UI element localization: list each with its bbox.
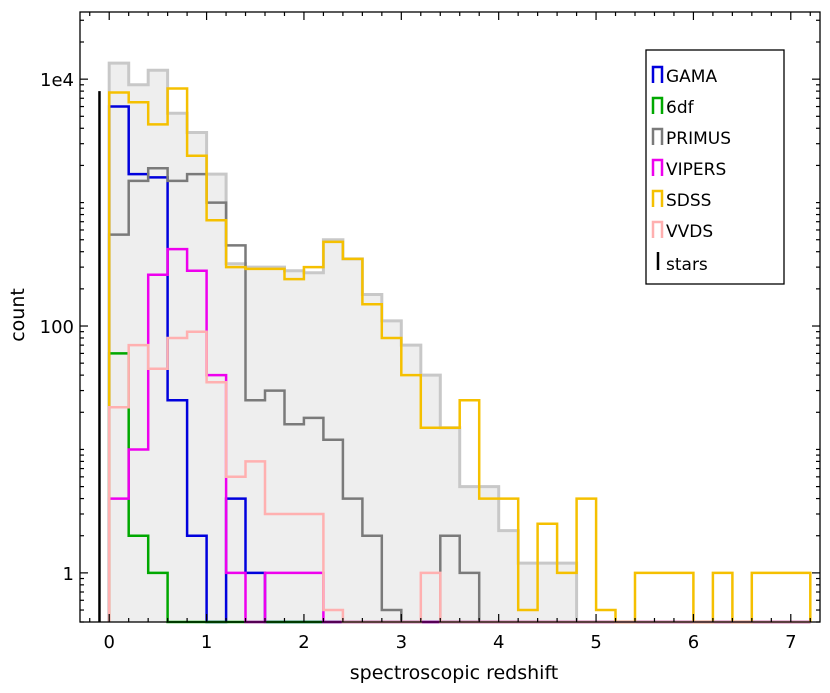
legend-vvds: VVDS [651, 220, 713, 242]
legend-vvds-label: VVDS [666, 222, 713, 242]
x-tick-label: 5 [590, 632, 601, 653]
legend-vipers: VIPERS [651, 158, 726, 180]
y-tick-label: 1e4 [40, 70, 74, 91]
total-fill [109, 63, 811, 623]
x-axis-label: spectroscopic redshift [350, 662, 559, 684]
legend-stars-label: stars [666, 255, 708, 275]
legend-gama-label: GAMA [666, 67, 717, 87]
legend-primus: PRIMUS [651, 127, 731, 149]
x-tick-label: 7 [785, 632, 796, 653]
legend-6df: 6df [651, 96, 695, 118]
legend-vipers-swatch [651, 158, 664, 176]
legend-sdss-label: SDSS [666, 191, 711, 211]
legend-gama: GAMA [651, 65, 717, 87]
y-axis-label: count [7, 288, 29, 342]
legend: GAMA 6df PRIMUS VIPERS SDSS VVDS stars [645, 49, 785, 285]
legend-box [645, 49, 785, 285]
x-tick-label: 4 [493, 632, 504, 653]
legend-6df-swatch [651, 96, 664, 114]
y-tick-label: 100 [40, 317, 74, 338]
legend-primus-label: PRIMUS [666, 129, 731, 149]
x-tick-label: 6 [688, 632, 699, 653]
x-tick-label: 1 [201, 632, 212, 653]
legend-vvds-swatch [651, 220, 664, 238]
series-sdss [107, 87, 812, 624]
plot-frame [79, 11, 821, 623]
x-tick-label: 0 [103, 632, 114, 653]
legend-sdss-swatch [651, 189, 664, 207]
legend-6df-label: 6df [666, 98, 695, 118]
legend-sdss: SDSS [651, 189, 711, 211]
legend-primus-swatch [651, 127, 664, 145]
y-tick-label: 1 [63, 564, 74, 585]
legend-stars: stars [656, 252, 708, 275]
tick-labels-layer: 0 1 2 3 4 5 6 7 1 100 1e4 [40, 70, 797, 653]
legend-gama-swatch [651, 65, 664, 83]
legend-vipers-label: VIPERS [666, 160, 726, 180]
x-tick-label: 2 [298, 632, 309, 653]
axes-layer [79, 11, 821, 623]
x-tick-label: 3 [396, 632, 407, 653]
